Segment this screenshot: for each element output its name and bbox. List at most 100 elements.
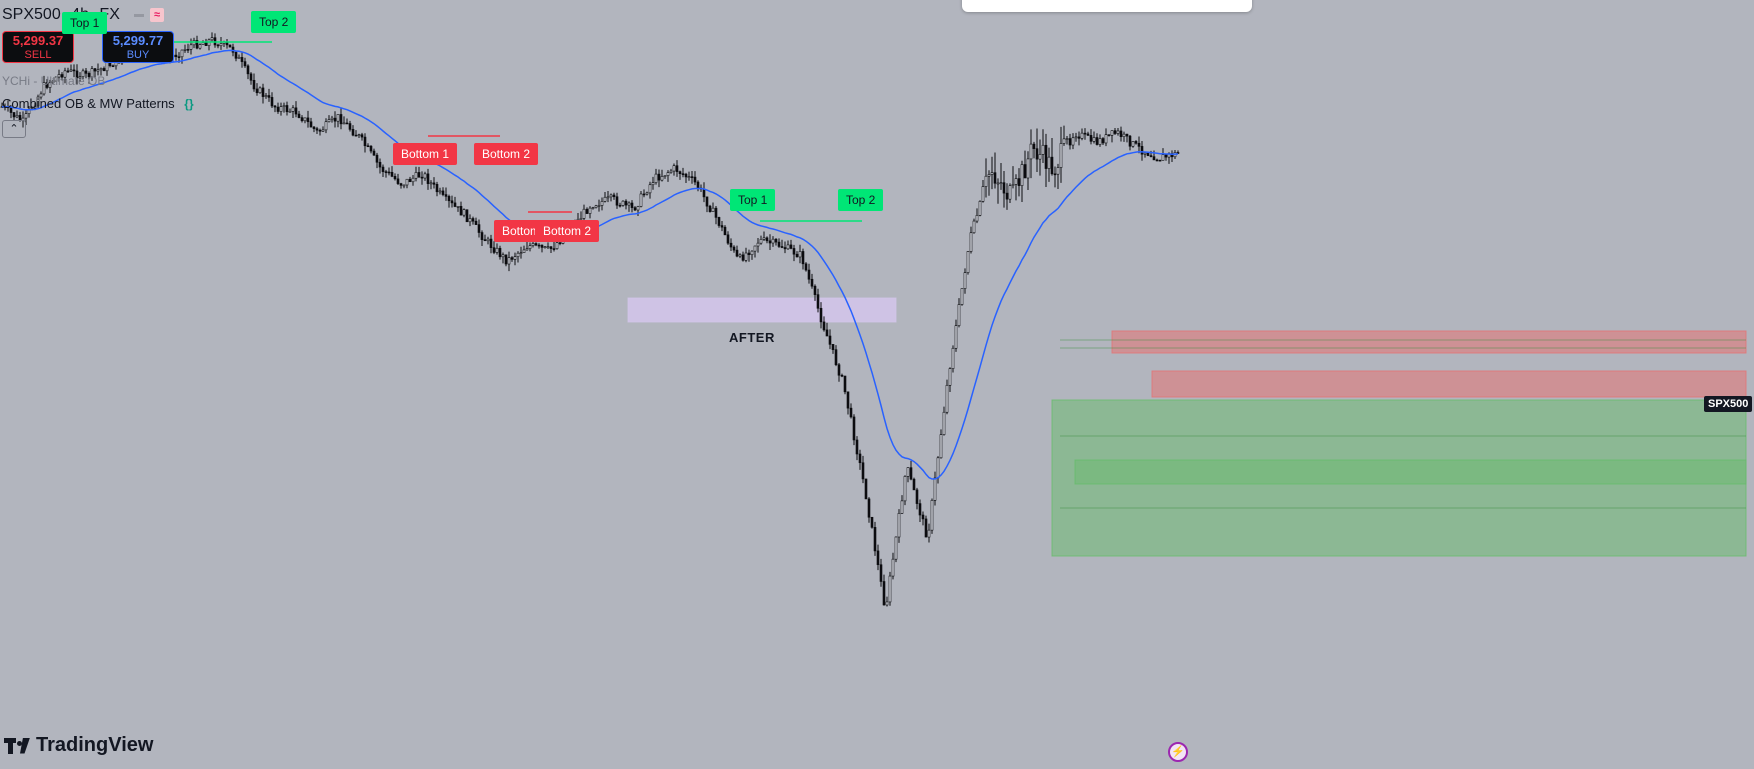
candle-body <box>897 513 901 538</box>
candle-body <box>486 238 490 242</box>
indicator-legend-1[interactable]: YCHi - Ultimate OB <box>2 74 105 88</box>
candle-body <box>744 252 748 261</box>
candle-body <box>24 113 28 119</box>
pattern-tag-bottom2-a: Bottom 2 <box>474 143 539 165</box>
candle-body <box>396 178 400 184</box>
candle-body <box>384 171 388 173</box>
drawing-toolbar[interactable] <box>962 0 1252 12</box>
candle-body <box>597 205 601 207</box>
sell-button[interactable]: 5,299.37 SELL <box>2 31 74 63</box>
candle-body <box>1113 130 1117 134</box>
candle-body <box>231 46 235 53</box>
candle-body <box>1158 159 1162 162</box>
candle-body <box>834 349 838 366</box>
candle-body <box>894 536 898 560</box>
candle-body <box>984 175 988 187</box>
candle-body <box>642 193 646 196</box>
candle-body <box>1029 143 1033 160</box>
candle-body <box>474 220 478 225</box>
candle-body <box>672 165 676 172</box>
candle-body <box>459 206 463 216</box>
candle-body <box>318 129 322 132</box>
candle-body <box>1116 130 1120 134</box>
candle-body <box>177 56 181 58</box>
candle-body <box>60 74 64 78</box>
candle-body <box>783 247 787 250</box>
candle-body <box>696 181 700 189</box>
pattern-tag-top2-b: Top 2 <box>838 189 884 211</box>
buy-button[interactable]: 5,299.77 BUY <box>102 31 174 63</box>
candle-body <box>210 37 214 41</box>
candle-body <box>1038 154 1042 160</box>
collapse-legend-button[interactable]: ⌃ <box>2 120 26 138</box>
candle-body <box>1143 152 1147 155</box>
candle-body <box>648 184 652 194</box>
candle-body <box>39 93 43 98</box>
candle-body <box>789 244 793 249</box>
candle-body <box>444 194 448 197</box>
tradingview-logo[interactable]: TradingView <box>4 734 153 757</box>
candle-body <box>651 182 655 186</box>
candle-body <box>501 254 505 258</box>
candle-body <box>837 364 841 376</box>
candle-body <box>339 114 343 125</box>
candle-body <box>417 172 421 178</box>
candle-body <box>843 375 847 393</box>
candle-body <box>234 51 238 59</box>
candle-body <box>552 248 556 250</box>
candle-body <box>636 206 640 211</box>
candle-body <box>78 76 82 79</box>
code-icon[interactable]: {} <box>184 97 194 111</box>
chevron-up-icon: ⌃ <box>9 123 19 135</box>
candle-body <box>324 121 328 131</box>
candle-body <box>1110 130 1114 136</box>
candle-body <box>42 82 46 95</box>
candle-body <box>174 54 178 57</box>
candle-body <box>960 288 964 305</box>
candle-body <box>981 186 985 202</box>
candle-body <box>255 88 259 94</box>
candle-body <box>945 384 949 413</box>
candle-body <box>393 176 397 180</box>
candle-body <box>420 176 424 179</box>
candle-body <box>330 117 334 120</box>
candle-body <box>990 172 994 175</box>
lightning-icon[interactable]: ⚡ <box>1168 742 1188 762</box>
candle-body <box>876 550 880 566</box>
candle-body <box>12 112 16 118</box>
candle-body <box>237 57 241 59</box>
candle-body <box>822 321 826 331</box>
candle-body <box>534 243 538 246</box>
candle-body <box>312 126 316 129</box>
candle-body <box>540 244 544 248</box>
candle-body <box>228 44 232 48</box>
candle-body <box>1092 137 1096 142</box>
candle-body <box>771 238 775 244</box>
candle-body <box>33 105 37 109</box>
candle-body <box>657 173 661 181</box>
tradingview-logo-text: TradingView <box>36 734 154 756</box>
candle-body <box>102 68 106 72</box>
candle-body <box>333 117 337 122</box>
candle-body <box>594 205 598 208</box>
candle-body <box>753 245 757 252</box>
candle-body <box>1047 156 1051 169</box>
candle-body <box>669 170 673 173</box>
candle-body <box>762 237 766 240</box>
candle-body <box>1077 136 1081 139</box>
candle-body <box>414 172 418 179</box>
candle-body <box>864 478 868 500</box>
buy-price: 5,299.77 <box>112 33 164 48</box>
candle-body <box>906 467 910 477</box>
candle-body <box>1011 184 1015 186</box>
candle-body <box>987 174 991 177</box>
candle-body <box>1128 135 1132 147</box>
candle-body <box>708 205 712 212</box>
candle-body <box>816 294 820 309</box>
candle-body <box>261 87 265 97</box>
indicator-legend-2[interactable]: Combined OB & MW Patterns {} <box>2 96 194 111</box>
candle-body <box>798 251 802 258</box>
candle-body <box>180 49 184 58</box>
ema-line <box>1 49 1179 480</box>
